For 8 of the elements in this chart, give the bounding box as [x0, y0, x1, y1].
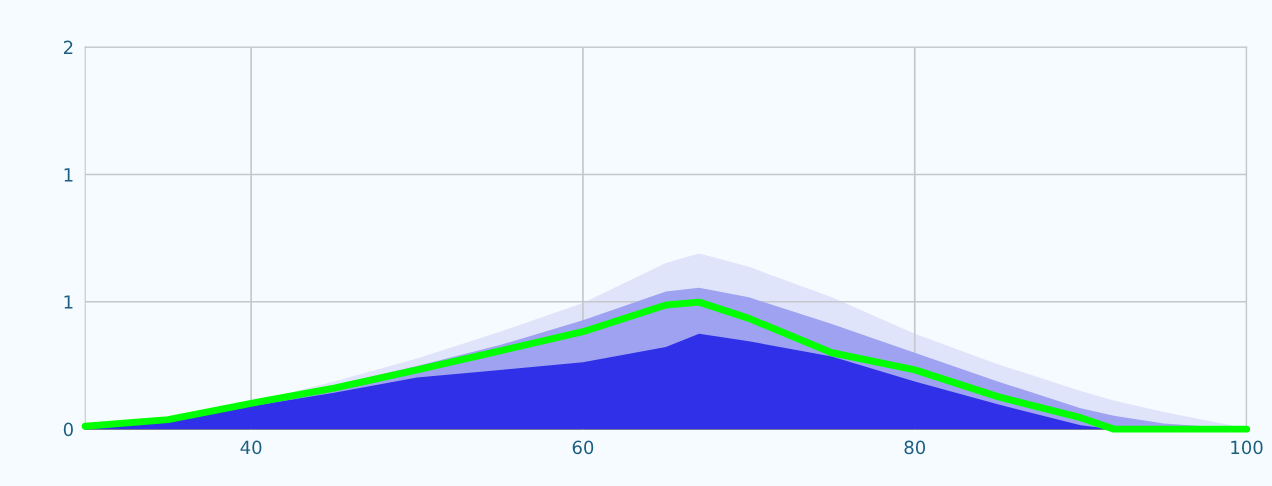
y-tick-label: 1: [64, 168, 73, 182]
y-tick-label: 2: [63, 40, 73, 54]
x-tick-label: 60: [572, 440, 594, 455]
y-tick-label: 0: [63, 422, 73, 437]
x-tick-label: 40: [240, 440, 262, 455]
y-tick-label: 1: [64, 295, 73, 309]
x-tick-label: 80: [904, 440, 926, 455]
x-tick-label: 100: [1231, 440, 1263, 455]
